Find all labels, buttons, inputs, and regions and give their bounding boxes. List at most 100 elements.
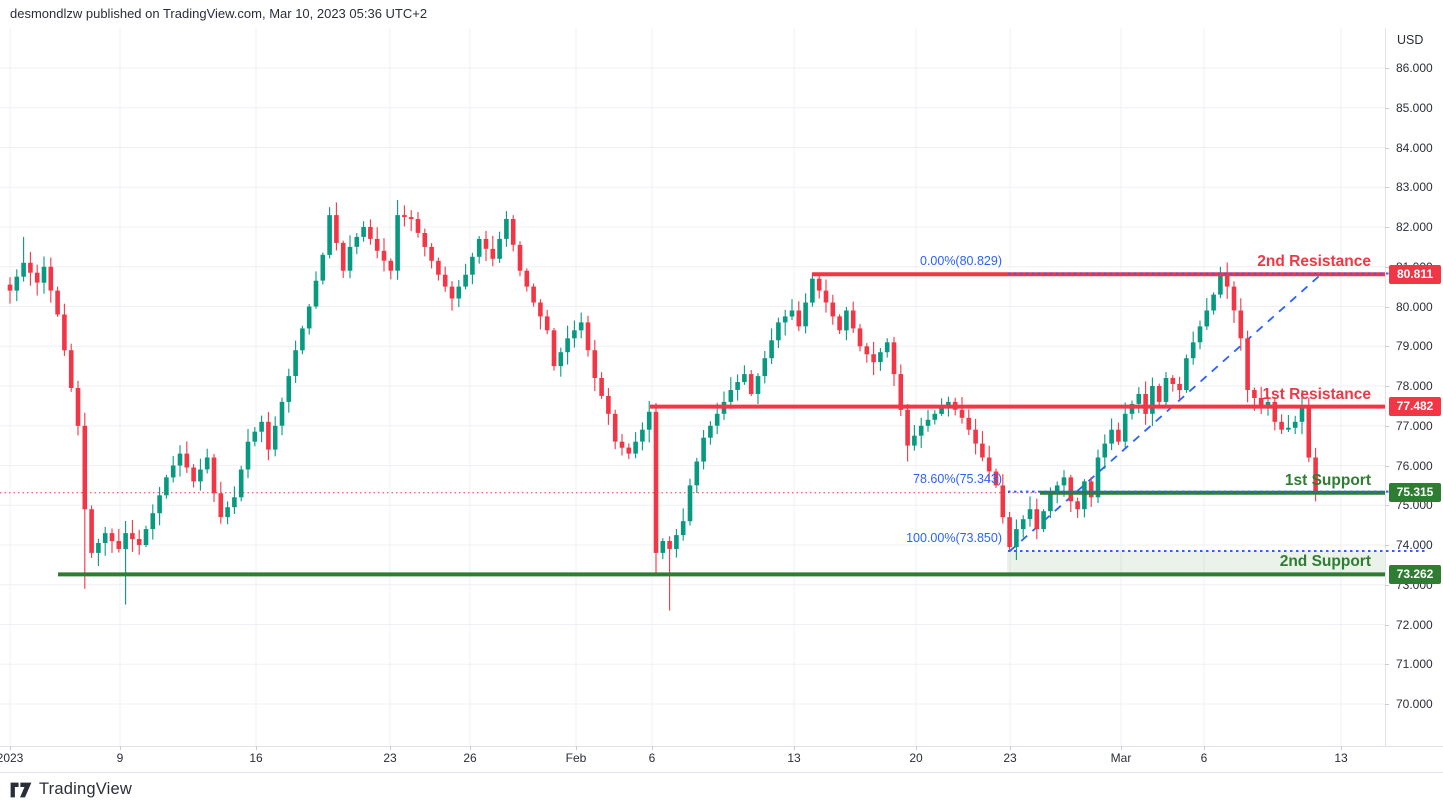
candle-body [96,543,101,553]
candle-body [1048,493,1053,512]
candle-body [483,238,489,249]
fib-label-0-percent[interactable]: 0.00%(80.829) [919,253,1002,268]
candle-body [497,238,502,259]
candle-body [306,306,312,329]
candle-body [238,469,244,498]
candle-body [1122,413,1128,442]
time-tick-label: 23 [383,751,397,765]
fib-label-78-percent[interactable]: 78.60%(75.343) [913,471,1002,486]
candle-body [864,346,870,355]
candle-body [456,286,462,299]
time-tick-mark [470,746,471,750]
candle-body [823,290,829,303]
price-tick-mark [1385,107,1389,109]
candle-body [259,421,264,432]
candle-body [980,443,985,458]
candle-body [939,407,944,414]
time-tick-label: 26 [463,751,477,765]
candle-body [626,447,632,454]
time-tick-mark [120,746,121,750]
candle-body [218,493,224,518]
candle-body [789,310,795,317]
candle-body [490,248,496,259]
candle-body [544,316,550,331]
time-tick-label: 6 [1200,751,1208,765]
candle-body [252,431,258,442]
candle-body [993,471,999,486]
price-tick-mark [1385,346,1389,348]
price-tick-mark [1385,505,1389,507]
candle-body [449,286,455,299]
tradingview-logo-icon [10,782,32,797]
candle-body [986,457,992,472]
candle-body [1095,457,1101,498]
candle-body [782,316,788,323]
candle-body [55,290,60,315]
candle-body [476,238,482,257]
price-tick-label: 83.000 [1396,180,1433,195]
candle-body [1054,485,1060,494]
candle-body [606,395,611,414]
annotation-2nd-support[interactable]: 2nd Support [1279,553,1371,571]
candle-body [1211,294,1216,311]
candle-body [266,421,271,450]
candle-body [884,342,890,353]
time-tick-label: 13 [1334,751,1348,765]
fib-label-100-percent[interactable]: 100.00%(73.850) [906,530,1002,545]
candle-body [517,244,523,271]
time-tick-mark [794,746,795,750]
candle-body [232,497,237,508]
candle-body [34,272,40,283]
candle-body [871,354,876,363]
price-tick-label: 71.000 [1396,657,1433,672]
candle-body [891,342,897,375]
candle-body [184,453,190,468]
candle-body [130,533,135,540]
candle-body [293,350,298,376]
candle-body [551,330,557,367]
candle-body [504,219,509,239]
candle-body [762,358,768,377]
candle-body [157,495,162,514]
candle-body [850,310,856,329]
candle-body [1224,274,1230,287]
price-tick-label: 79.000 [1396,339,1433,354]
tradingview-logo[interactable]: TradingView [10,780,132,799]
candle-body [1014,529,1019,547]
candle-body [1258,397,1264,406]
candle-body [612,413,618,442]
candle-body [340,242,346,271]
candle-body [837,316,842,331]
price-tick-mark [1385,187,1389,189]
time-tick-mark [576,746,577,750]
time-tick-mark [916,746,917,750]
time-tick-label: 9 [116,751,124,765]
annotation-2nd-resistance[interactable]: 2nd Resistance [1257,253,1371,271]
candle-body [844,310,849,331]
candle-body [742,374,747,383]
candle-body [1170,378,1176,384]
candle-body [1075,501,1080,510]
candle-body [1034,509,1040,530]
annotation-1st-resistance[interactable]: 1st Resistance [1262,385,1371,403]
candle-body [1143,394,1148,414]
candle-body [653,411,659,553]
price-tick-label: 70.000 [1396,697,1433,711]
price-tick-mark [1385,664,1389,666]
candle-body [395,215,400,271]
candle-body [680,521,686,536]
candle-body [402,215,407,218]
candle-body [1197,326,1203,343]
tradingview-logo-text: TradingView [39,780,132,798]
candle-body [728,390,734,402]
price-tick-label: 86.000 [1396,61,1433,75]
candle-body [374,238,380,251]
candle-body [755,376,761,394]
candle-body [857,328,863,347]
annotation-1st-support[interactable]: 1st Support [1284,471,1371,489]
candle-body [932,413,938,420]
price-tick-label: 74.000 [1396,538,1433,552]
candle-body [1204,310,1210,327]
price-tick-label: 82.000 [1396,220,1433,234]
